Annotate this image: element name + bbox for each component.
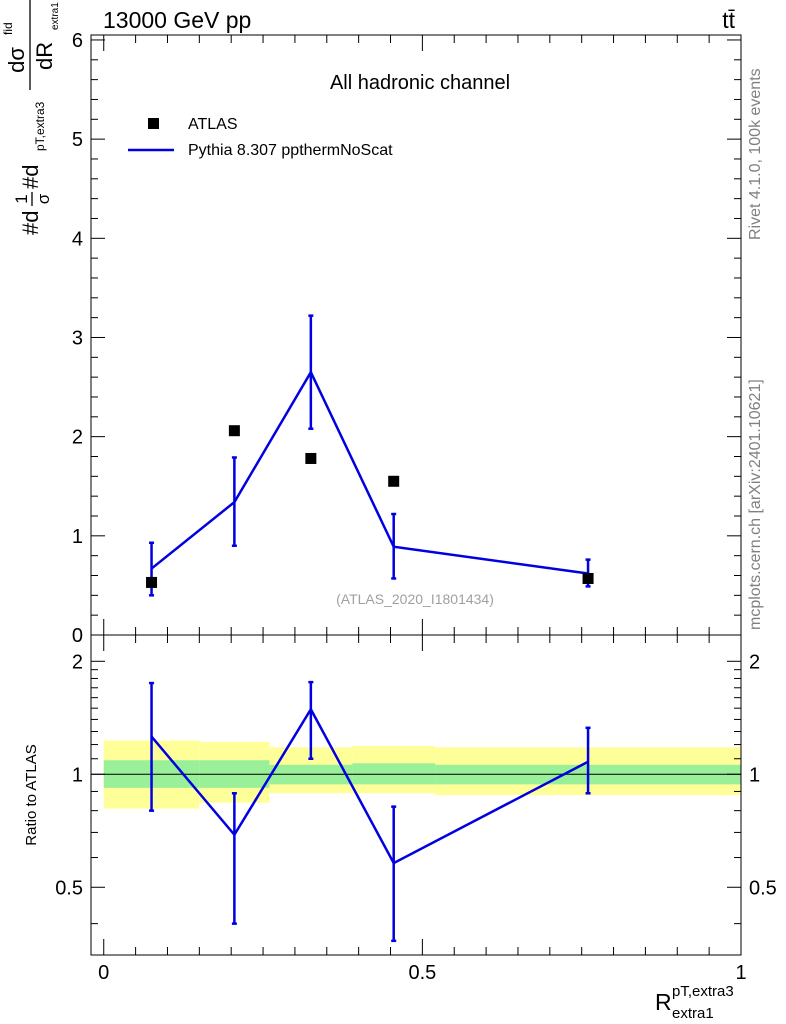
- x-axis-label: R pT,extra3 extra1: [655, 983, 734, 1022]
- xlabel-sup: pT,extra3: [672, 983, 734, 1000]
- ylabel-frac1-den: σ: [34, 193, 53, 204]
- main-panel: 0 1 2 3 4 5 6 All hadronic channel (ATLAS_2020…: [1, 0, 742, 647]
- main-y-axis-label: #d 1 σ #d pT,extra3 dσ fid dR extra1: [1, 0, 61, 235]
- main-y-tick-label: 3: [72, 327, 83, 349]
- ratio-y-tick-label-right: 2: [749, 651, 760, 673]
- atlas-data-point: [582, 572, 594, 584]
- x-tick-label: 0: [98, 962, 109, 984]
- energy-label: 13000 GeV pp: [103, 7, 251, 33]
- ylabel-mid: #d: [18, 165, 43, 189]
- atlas-data-point: [305, 452, 317, 464]
- ratio-frame: [90, 634, 742, 956]
- analysis-watermark: (ATLAS_2020_I1801434): [336, 591, 494, 607]
- ratio-y-tick-label: 2: [72, 651, 83, 673]
- legend: ATLAS Pythia 8.307 ppthermNoScat: [128, 116, 393, 159]
- ylabel-frac2-num-sup: fid: [1, 22, 15, 35]
- main-marks: [146, 314, 594, 597]
- main-y-tick-label: 5: [72, 129, 83, 151]
- rivet-version-label: Rivet 4.1.0, 100k events: [747, 68, 764, 240]
- ratio-y-tick-label: 0.5: [55, 877, 83, 899]
- main-axis-ticks: 0 1 2 3 4 5 6: [72, 30, 742, 647]
- atlas-data-point: [146, 576, 158, 588]
- chart-title: All hadronic channel: [330, 72, 510, 94]
- ylabel-prefix: #d: [18, 211, 43, 235]
- ratio-y-tick-label: 1: [72, 764, 83, 786]
- ylabel-sub: pT,extra3: [33, 101, 47, 151]
- ylabel-frac2-den: dR: [32, 42, 57, 70]
- ratio-axis-ticks: 0.5 0.5 1 1 2 2 0 0.5 1: [55, 635, 777, 984]
- legend-pythia-label: Pythia 8.307 ppthermNoScat: [188, 142, 393, 159]
- ylabel-frac1-num: 1: [12, 194, 31, 203]
- ratio-y-tick-label-right: 1: [749, 764, 760, 786]
- ratio-y-axis-label: Ratio to ATLAS: [23, 744, 40, 845]
- main-y-tick-label: 4: [72, 228, 83, 250]
- xlabel-main: R: [655, 989, 672, 1015]
- main-y-tick-label: 2: [72, 427, 83, 449]
- x-tick-label: 0.5: [408, 962, 436, 984]
- ylabel-frac2-num: dσ: [4, 47, 29, 73]
- mcplots-label: mcplots.cern.ch [arXiv:2401.10621]: [747, 379, 764, 630]
- xlabel-sub: extra1: [672, 1005, 714, 1022]
- atlas-data-point: [388, 475, 400, 487]
- ratio-panel: 0.5 0.5 1 1 2 2 0 0.5 1 Ratio to ATLAS R pT,extr…: [23, 634, 777, 1022]
- main-y-tick-label: 6: [72, 30, 83, 52]
- legend-atlas-marker: [148, 118, 159, 129]
- main-y-tick-label: 1: [72, 526, 83, 548]
- ylabel-frac2-den-sub: extra1: [50, 2, 61, 30]
- legend-atlas-label: ATLAS: [188, 116, 238, 133]
- ratio-marks: [91, 680, 741, 943]
- ratio-y-tick-label-right: 0.5: [749, 877, 777, 899]
- x-tick-label: 1: [735, 962, 746, 984]
- atlas-data-point: [228, 425, 240, 437]
- pythia-line: [150, 369, 589, 575]
- main-y-tick-label: 0: [72, 625, 83, 647]
- process-label: tt̄: [722, 7, 735, 33]
